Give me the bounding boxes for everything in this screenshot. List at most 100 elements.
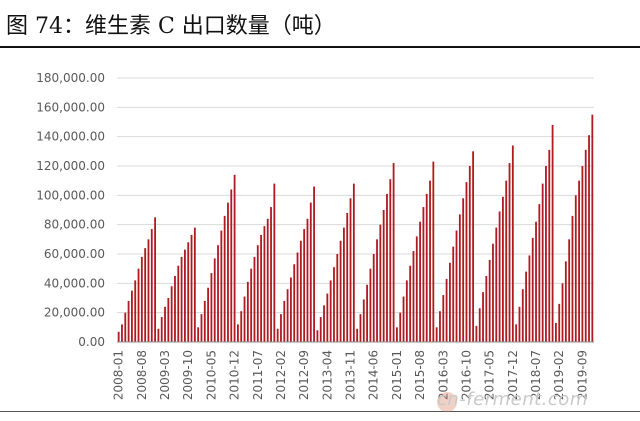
x-tick-label: 2009-03 bbox=[158, 350, 172, 400]
bar bbox=[266, 218, 269, 342]
x-tick-label: 2010-12 bbox=[228, 350, 242, 400]
y-tick-label: 180,000.00 bbox=[36, 71, 105, 85]
bar bbox=[309, 202, 312, 342]
bar bbox=[495, 227, 498, 342]
bar bbox=[591, 114, 594, 342]
bar bbox=[187, 242, 190, 342]
y-tick-label: 140,000.00 bbox=[36, 130, 105, 144]
bar bbox=[525, 271, 527, 342]
bar bbox=[402, 296, 405, 342]
bar bbox=[465, 182, 468, 342]
bar bbox=[230, 189, 233, 342]
bar bbox=[478, 308, 481, 342]
bar bbox=[445, 278, 448, 342]
bar bbox=[482, 292, 484, 342]
y-tick-label: 120,000.00 bbox=[36, 159, 105, 173]
bar bbox=[203, 300, 206, 342]
bar bbox=[313, 186, 315, 342]
bar bbox=[167, 298, 170, 342]
x-tick-label: 2019-09 bbox=[575, 350, 589, 400]
bar bbox=[150, 229, 153, 342]
bar bbox=[273, 183, 276, 342]
bar bbox=[449, 262, 451, 342]
bar bbox=[131, 290, 133, 342]
gridlines bbox=[117, 77, 594, 314]
bar bbox=[250, 268, 253, 342]
bar bbox=[356, 328, 359, 342]
bar bbox=[412, 251, 415, 342]
bar bbox=[246, 281, 249, 342]
bar bbox=[184, 249, 186, 342]
bar bbox=[369, 268, 372, 342]
bar bbox=[472, 151, 474, 342]
bar bbox=[177, 265, 180, 342]
bar bbox=[376, 239, 378, 342]
bar bbox=[581, 166, 584, 342]
x-tick-label: 2013-04 bbox=[320, 350, 334, 400]
bar bbox=[405, 280, 408, 342]
bar bbox=[468, 166, 471, 342]
bar bbox=[237, 324, 239, 342]
bar bbox=[442, 295, 445, 342]
bar bbox=[515, 324, 518, 342]
bar bbox=[213, 258, 216, 342]
bar bbox=[127, 300, 130, 342]
bar bbox=[429, 180, 431, 342]
bar bbox=[511, 145, 514, 342]
bar bbox=[568, 239, 571, 342]
bar bbox=[147, 239, 150, 342]
bar bbox=[382, 210, 385, 342]
bar bbox=[154, 217, 156, 342]
x-tick-label: 2018-07 bbox=[529, 350, 543, 400]
bar bbox=[439, 311, 441, 342]
bar bbox=[518, 306, 521, 342]
bar bbox=[197, 327, 200, 342]
x-tick-label: 2017-12 bbox=[506, 350, 520, 400]
bar bbox=[352, 183, 355, 342]
bar bbox=[333, 267, 335, 342]
x-tick-label: 2011-07 bbox=[251, 350, 265, 400]
bar bbox=[379, 224, 382, 342]
bar bbox=[359, 314, 362, 342]
bar bbox=[538, 204, 541, 342]
bar bbox=[545, 166, 547, 342]
bar bbox=[419, 221, 421, 342]
bar bbox=[343, 227, 345, 342]
y-tick-label: 160,000.00 bbox=[36, 100, 105, 114]
bar bbox=[134, 280, 137, 342]
bar bbox=[326, 293, 329, 342]
bar bbox=[498, 211, 501, 342]
bar bbox=[200, 314, 203, 342]
x-tick-label: 2017-05 bbox=[483, 350, 497, 400]
footer-rule bbox=[0, 411, 640, 412]
bar bbox=[399, 312, 402, 342]
bar bbox=[299, 240, 302, 342]
bar bbox=[535, 221, 537, 342]
bar bbox=[233, 174, 236, 342]
bar bbox=[296, 252, 299, 342]
y-axis-tick-labels: 0.00 20,000.00 40,000.00 60,000.00 80,000.00… bbox=[36, 71, 105, 349]
bar bbox=[578, 180, 580, 342]
bar bbox=[392, 163, 395, 342]
bar bbox=[396, 327, 398, 342]
x-tick-label: 2016-03 bbox=[436, 350, 450, 400]
bar bbox=[329, 280, 332, 342]
bar bbox=[584, 149, 587, 342]
bar bbox=[319, 317, 322, 342]
bar bbox=[190, 234, 193, 342]
bar bbox=[276, 328, 279, 342]
x-axis-tick-labels: 2008-01 2008-08 2009-03 2009-10 2010-05 2010-… bbox=[112, 350, 590, 400]
bar bbox=[117, 331, 120, 342]
bar bbox=[409, 265, 412, 342]
bar bbox=[303, 229, 306, 342]
bar bbox=[121, 324, 123, 342]
bar bbox=[227, 202, 229, 342]
bar bbox=[286, 289, 289, 342]
bar bbox=[240, 311, 243, 342]
bar bbox=[366, 284, 368, 342]
bar bbox=[561, 283, 564, 342]
watermark-logo-icon bbox=[437, 392, 457, 412]
bar bbox=[551, 124, 554, 343]
y-tick-label: 60,000.00 bbox=[44, 247, 105, 261]
x-tick-label: 2008-01 bbox=[112, 350, 126, 400]
